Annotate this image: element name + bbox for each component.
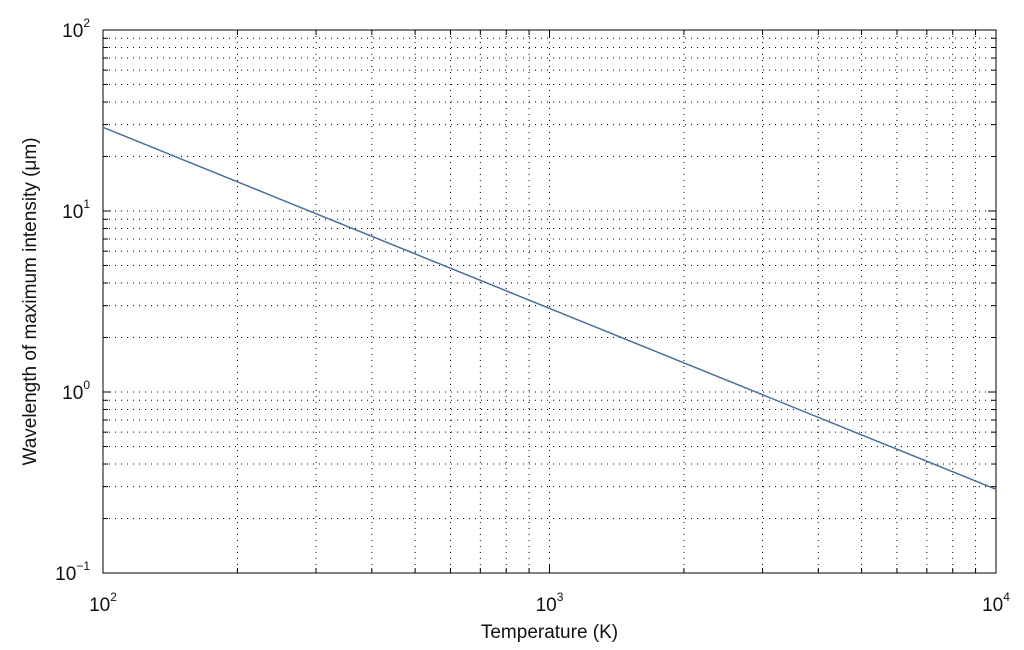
x-tick-labels: 102 103 104 (89, 590, 1010, 616)
plot-area-frame (102, 29, 997, 574)
y-tick-label: 100 (62, 378, 90, 404)
x-tick-label-base: 10 (536, 595, 557, 616)
x-tick-label-base: 10 (89, 595, 110, 616)
x-tick-label-base: 10 (982, 595, 1003, 616)
grid-lines (103, 30, 996, 573)
x-tick-label: 103 (536, 590, 564, 616)
x-tick-label-exponent: 3 (557, 590, 564, 604)
y-tick-label-exponent: −1 (76, 559, 90, 573)
y-tick-label: 101 (62, 197, 90, 223)
y-tick-label-base: 10 (62, 21, 83, 42)
y-axis-label: Wavelength of maximum intensity (μm) (20, 137, 41, 465)
x-tick-label-exponent: 4 (1003, 590, 1010, 604)
y-tick-label-base: 10 (55, 564, 76, 585)
y-tick-label-exponent: 2 (83, 16, 90, 30)
x-axis-label: Temperature (K) (481, 622, 618, 643)
x-tick-label-exponent: 2 (110, 590, 117, 604)
series-layer (102, 126, 997, 491)
y-tick-label-base: 10 (62, 383, 83, 404)
y-tick-label: 102 (62, 16, 90, 42)
x-tick-label: 102 (89, 590, 117, 616)
axis-ticks (102, 30, 996, 574)
y-tick-label: 10−1 (55, 559, 90, 585)
y-tick-label-base: 10 (62, 202, 83, 223)
y-tick-label-exponent: 1 (83, 197, 90, 211)
series-line (102, 126, 997, 491)
x-tick-label: 104 (982, 590, 1010, 616)
y-tick-label-exponent: 0 (83, 378, 90, 392)
